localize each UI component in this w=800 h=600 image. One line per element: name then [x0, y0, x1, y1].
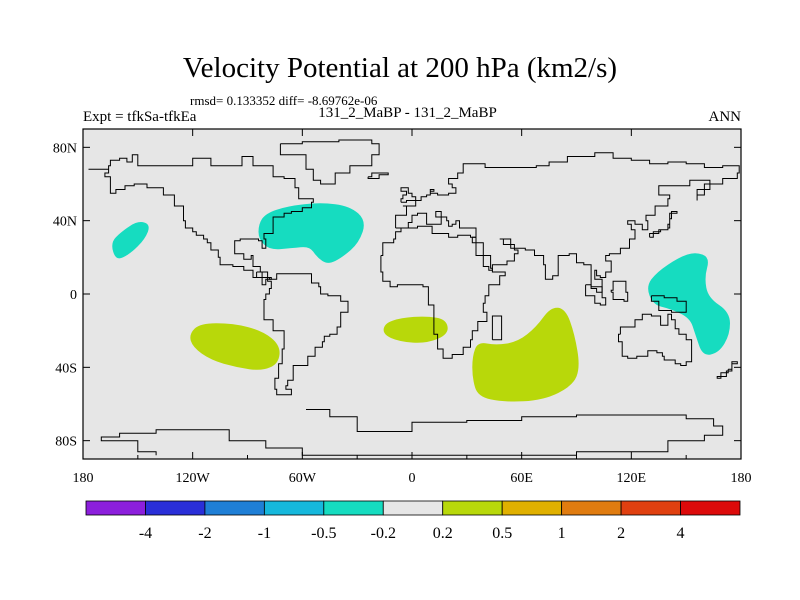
anomaly-negative-west-pacific: [648, 253, 730, 355]
map-background: [83, 129, 741, 459]
y-tick-label: 40S: [55, 361, 77, 376]
colorbar-label: -0.5: [311, 525, 336, 542]
y-tick-label: 40N: [53, 215, 77, 230]
colorbar-label: 1: [558, 525, 566, 542]
colorbar-swatch: [442, 500, 503, 516]
y-tick-label: 80N: [53, 141, 77, 156]
anomaly-positive-east-pacific: [190, 323, 280, 370]
coastline-13: [100, 409, 724, 456]
colorbar-swatch: [680, 500, 741, 516]
coastline-6: [400, 187, 417, 203]
coastline-10: [650, 295, 687, 313]
colorbar-label: -0.2: [371, 525, 396, 542]
case-label: 131_2_MaBP - 131_2_MaBP: [318, 105, 497, 121]
colorbar-label: -4: [139, 525, 152, 542]
colorbar-swatch: [561, 500, 622, 516]
x-tick-label: 60W: [289, 471, 317, 486]
colorbar-label: -1: [258, 525, 271, 542]
anomaly-positive-indian-ocean: [472, 307, 579, 402]
colorbar-label: -2: [198, 525, 211, 542]
colorbar: -4 -2 -1 -0.5 -0.2 0.2 0.5 1 2 4: [85, 500, 741, 542]
colorbar-label: 4: [677, 525, 685, 542]
colorbar-swatch: [263, 500, 325, 516]
colorbar-label: 0.2: [433, 525, 453, 542]
x-tick-label: 60E: [510, 471, 533, 486]
colorbar-swatch: [204, 500, 265, 516]
colorbar-swatch: [145, 500, 206, 516]
coastline-3: [380, 225, 506, 359]
y-tick-label: 80S: [55, 435, 77, 450]
coastline-1: [279, 139, 380, 185]
coastline-11: [491, 315, 503, 341]
colorbar-swatch: [501, 500, 563, 516]
coastline-7: [649, 211, 678, 238]
colorbar-label: 0.5: [492, 525, 512, 542]
experiment-label: Expt = tfkSa-tfkEa: [83, 109, 197, 125]
x-tick-label: 120W: [176, 471, 211, 486]
coastline-9: [610, 280, 629, 302]
coastline-2: [256, 271, 349, 396]
coastline-8: [585, 284, 607, 306]
anomaly-positive-south-atlantic: [383, 316, 448, 343]
colorbar-swatch: [620, 500, 681, 516]
x-tick-label: 180: [73, 471, 94, 486]
colorbar-label: 2: [617, 525, 625, 542]
season-label: ANN: [708, 109, 742, 125]
anomaly-layer: [112, 203, 730, 402]
coastline-14: [367, 172, 389, 179]
coastline-5: [618, 313, 693, 366]
coastline-4: [395, 152, 740, 293]
chart-title: Velocity Potential at 200 hPa (km2/s): [182, 52, 618, 84]
x-tick-label: 180: [731, 471, 752, 486]
coastline-12: [716, 361, 738, 379]
colorbar-swatch: [85, 500, 146, 516]
axes: 180 120W 60W 0 60E 120E 180 80N 40N 0 40S 80S: [53, 129, 752, 486]
y-tick-label: 0: [70, 288, 77, 303]
colorbar-swatch: [323, 500, 384, 516]
coastline-0: [88, 154, 314, 286]
x-tick-label: 120E: [617, 471, 647, 486]
colorbar-swatch: [382, 500, 444, 516]
anomaly-negative-north-atlantic: [258, 203, 364, 263]
anomaly-negative-pacific-west: [112, 222, 149, 259]
coastline-layer: [88, 139, 740, 456]
stats-text: rmsd= 0.133352 diff= -8.69762e-06: [190, 93, 378, 108]
x-tick-label: 0: [409, 471, 416, 486]
